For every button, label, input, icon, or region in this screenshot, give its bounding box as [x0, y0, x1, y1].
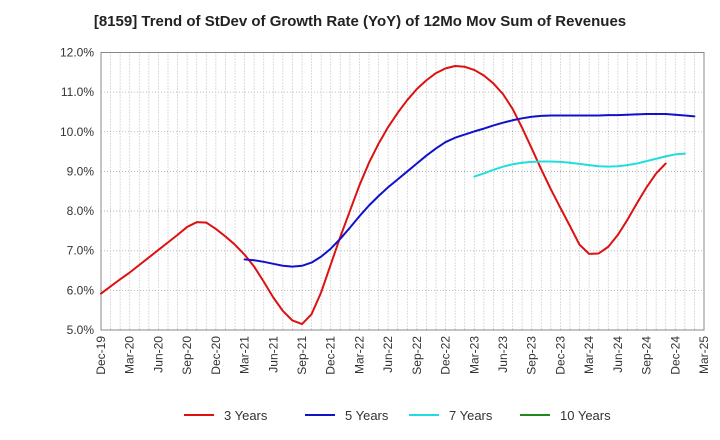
series-line-7-years — [473, 152, 686, 178]
x-tick-label: Mar-23 — [467, 336, 481, 374]
x-tick-label: Jun-21 — [266, 336, 280, 373]
legend-label: 3 Years — [224, 408, 268, 423]
y-tick-label: 9.0% — [67, 164, 95, 178]
x-tick-label: Sep-22 — [410, 336, 424, 375]
x-tick-label: Dec-24 — [668, 336, 682, 375]
x-tick-label: Dec-20 — [209, 336, 223, 375]
x-tick-label: Jun-23 — [496, 336, 510, 373]
y-tick-label: 5.0% — [67, 323, 95, 337]
series-line-5-years — [243, 112, 696, 268]
y-tick-label: 7.0% — [67, 244, 95, 258]
series-line-3-years — [100, 64, 667, 326]
y-tick-label: 12.0% — [60, 46, 94, 60]
x-tick-label: Sep-23 — [525, 336, 539, 375]
x-tick-label: Dec-22 — [439, 336, 453, 375]
x-tick-label: Mar-25 — [697, 336, 711, 374]
x-tick-label: Mar-21 — [238, 336, 252, 374]
chart-title: [8159] Trend of StDev of Growth Rate (Yo… — [93, 13, 627, 30]
y-tick-label: 11.0% — [61, 85, 94, 99]
x-tick-label: Jun-20 — [151, 336, 165, 373]
grid — [101, 52, 704, 330]
x-tick-label: Mar-20 — [123, 336, 137, 374]
series-lines — [100, 64, 696, 326]
legend: 3 Years 5 Years 7 Years 10 Years — [184, 408, 611, 423]
x-tick-label: Sep-20 — [180, 336, 194, 375]
x-tick-label: Dec-19 — [94, 336, 108, 375]
y-tick-label: 8.0% — [67, 204, 95, 218]
x-tick-label: Dec-23 — [553, 336, 567, 375]
x-tick-label: Sep-24 — [640, 336, 654, 375]
y-axis: 5.0% 6.0% 7.0% 8.0% 9.0% 10.0% 11.0% 12.0% — [60, 46, 94, 338]
legend-label: 10 Years — [560, 408, 611, 423]
x-tick-label: Jun-22 — [381, 336, 395, 373]
x-tick-label: Jun-24 — [611, 336, 625, 373]
y-tick-label: 10.0% — [60, 125, 94, 139]
legend-label: 7 Years — [449, 408, 493, 423]
plot-area-frame — [100, 52, 705, 331]
x-tick-label: Sep-21 — [295, 336, 309, 375]
x-tick-label: Mar-22 — [352, 336, 366, 374]
legend-label: 5 Years — [345, 408, 389, 423]
y-tick-label: 6.0% — [67, 283, 95, 297]
x-tick-label: Mar-24 — [582, 336, 596, 374]
x-tick-label: Dec-21 — [324, 336, 338, 375]
x-axis: Dec-19 Mar-20 Jun-20 Sep-20 Dec-20 Mar-21 Jun-… — [94, 336, 711, 375]
